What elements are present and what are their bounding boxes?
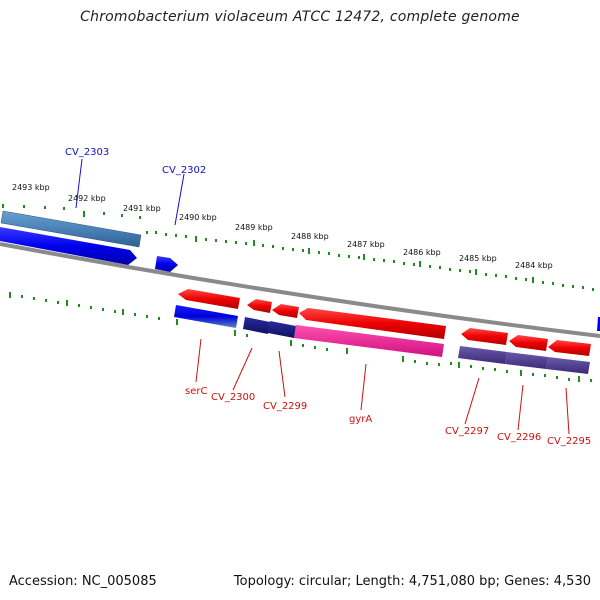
gene-cv-2295[interactable]	[546, 357, 590, 374]
ruler-label: 2493 kbp	[12, 183, 50, 192]
outer-tick-ring	[2, 204, 594, 291]
accession-text: Accession: NC_005085	[9, 574, 157, 589]
ruler-label: 2489 kbp	[235, 223, 273, 232]
label-gyra[interactable]: gyrA	[349, 414, 372, 425]
genome-backbone	[0, 242, 600, 338]
reverse-strand	[174, 289, 591, 374]
label-cv-2297[interactable]: CV_2297	[445, 426, 489, 437]
cds-cv-2302[interactable]	[155, 256, 178, 272]
gene-gyra[interactable]	[294, 325, 444, 357]
label-cv-2300[interactable]: CV_2300	[211, 392, 255, 403]
ruler-label: 2484 kbp	[515, 261, 553, 270]
gene-cv-2300[interactable]	[243, 317, 270, 334]
ruler-label: 2490 kbp	[179, 213, 217, 222]
label-cv-2302[interactable]: CV_2302	[162, 165, 206, 176]
label-cv-2303[interactable]: CV_2303	[65, 147, 109, 158]
ruler-label: 2488 kbp	[291, 232, 329, 241]
ruler-label: 2486 kbp	[403, 248, 441, 257]
cds-cv-2300[interactable]	[247, 299, 272, 313]
cds-cv-2299[interactable]	[272, 304, 299, 318]
cds-gyra[interactable]	[299, 308, 446, 339]
gene-serc[interactable]	[174, 305, 238, 328]
cds-fragment[interactable]	[597, 317, 600, 331]
cds-serc[interactable]	[178, 289, 240, 309]
reverse-labels: serC CV_2300 CV_2299 gyrA CV_2297 CV_229…	[185, 338, 591, 447]
cds-cv-2295[interactable]	[548, 340, 591, 356]
ruler-labels: 2493 kbp 2492 kbp 2491 kbp 2490 kbp 2489…	[12, 183, 553, 270]
label-cv-2295[interactable]: CV_2295	[547, 436, 591, 447]
genome-info-text: Topology: circular; Length: 4,751,080 bp…	[233, 574, 591, 589]
map-title: Chromobacterium violaceum ATCC 12472, co…	[80, 9, 520, 25]
ruler-label: 2491 kbp	[123, 204, 161, 213]
ruler-label: 2485 kbp	[459, 254, 497, 263]
label-cv-2299[interactable]: CV_2299	[263, 401, 307, 412]
cds-cv-2297[interactable]	[461, 328, 508, 345]
label-cv-2296[interactable]: CV_2296	[497, 432, 541, 443]
forward-strand	[0, 210, 600, 331]
gene-cv-2297[interactable]	[458, 346, 507, 364]
forward-labels: CV_2303 CV_2302	[65, 147, 206, 226]
ruler-label: 2487 kbp	[347, 240, 385, 249]
label-serc[interactable]: serC	[185, 386, 207, 397]
gene-cv-2303[interactable]	[0, 210, 142, 248]
gene-cv-2299[interactable]	[268, 321, 296, 338]
ruler-label: 2492 kbp	[68, 194, 106, 203]
inner-tick-ring	[9, 292, 592, 382]
gene-cv-2296[interactable]	[505, 352, 548, 369]
cds-cv-2303[interactable]	[0, 227, 137, 265]
cds-cv-2296[interactable]	[509, 335, 548, 351]
